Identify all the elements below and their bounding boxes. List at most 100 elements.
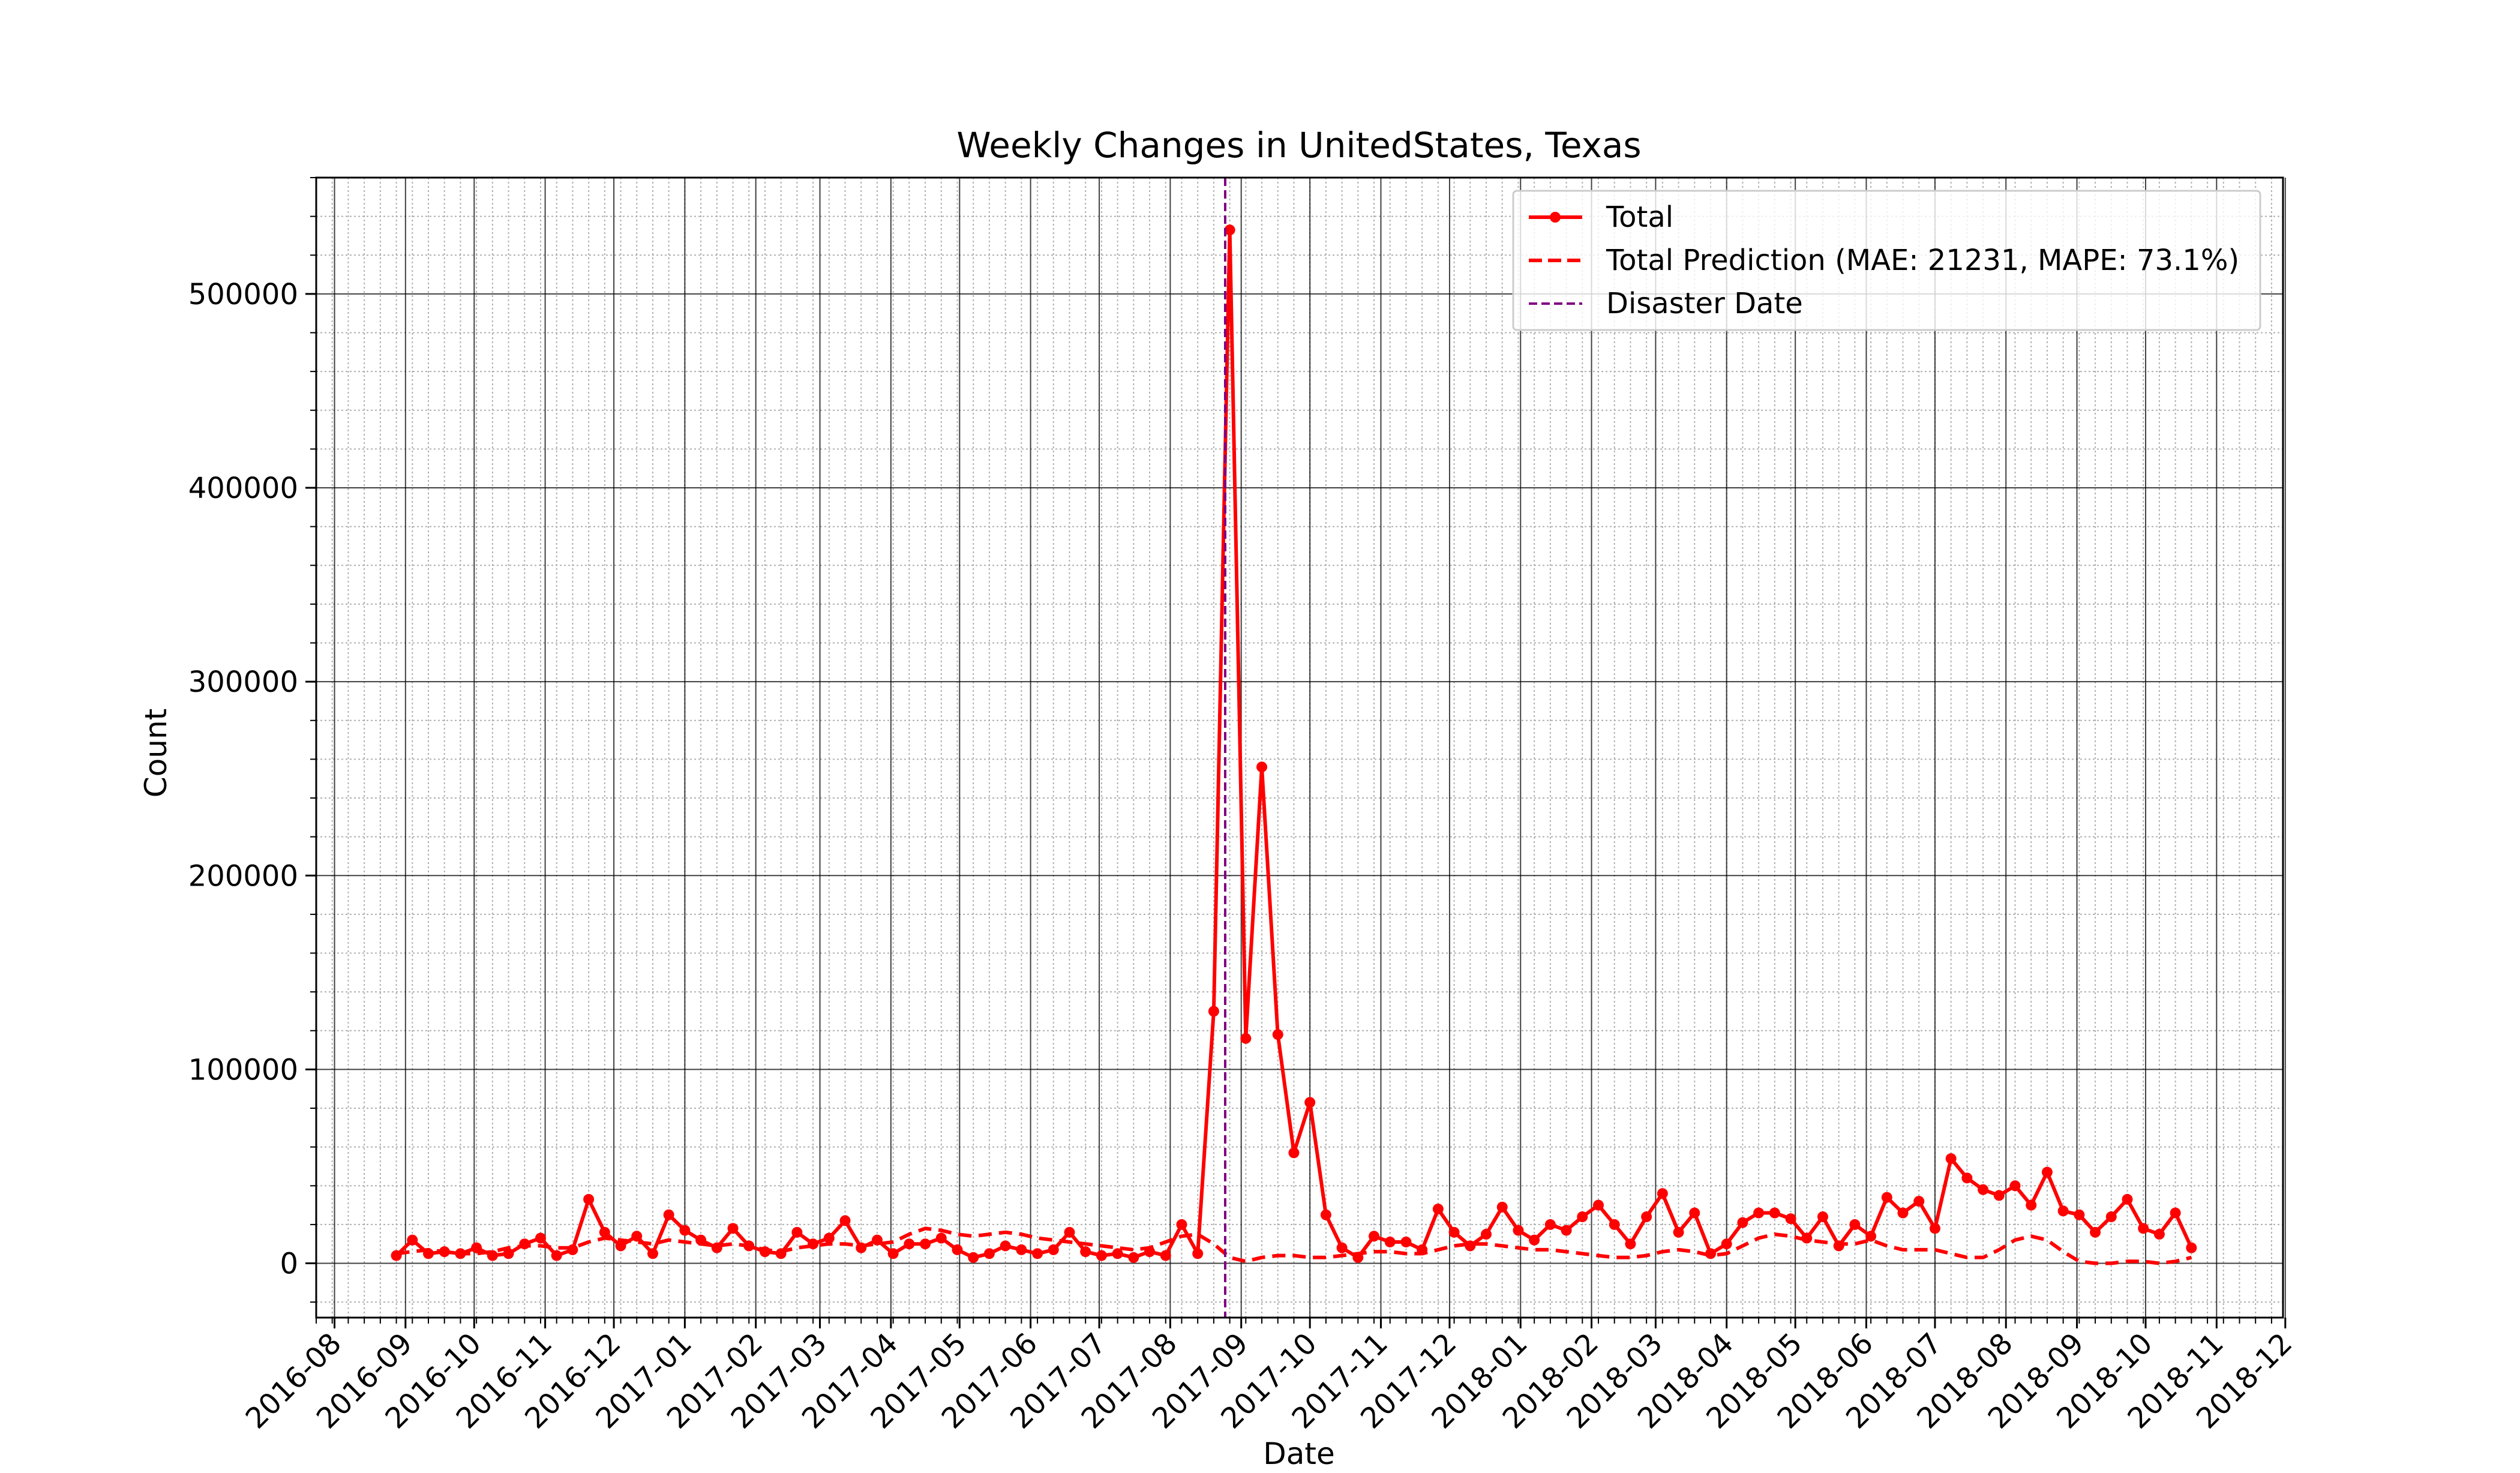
total-data-point — [1817, 1211, 1828, 1222]
y-tick-label: 500000 — [188, 278, 298, 311]
total-data-point — [2090, 1226, 2101, 1238]
x-axis-label: Date — [1263, 1436, 1335, 1470]
total-data-point — [1144, 1246, 1156, 1258]
total-data-point — [1465, 1240, 1476, 1252]
total-data-point — [407, 1234, 418, 1246]
legend-disaster-label: Disaster Date — [1606, 287, 1803, 320]
total-data-point — [775, 1248, 787, 1259]
total-data-point — [1769, 1207, 1780, 1219]
legend: Total Total Prediction (MAE: 21231, MAPE… — [1512, 190, 2261, 331]
total-data-point — [1032, 1248, 1043, 1259]
total-data-point — [1993, 1190, 2005, 1201]
total-data-point — [1016, 1244, 1027, 1255]
total-data-point — [935, 1232, 947, 1244]
total-data-point — [1160, 1250, 1171, 1261]
total-data-point — [1432, 1204, 1444, 1215]
total-data-point — [519, 1238, 530, 1250]
total-data-point — [711, 1242, 722, 1253]
minor-grid — [316, 177, 2283, 1318]
legend-total-marker — [1550, 212, 1561, 223]
total-data-point — [679, 1225, 691, 1236]
total-data-point — [455, 1248, 466, 1259]
total-data-point — [1753, 1207, 1765, 1219]
total-data-point — [1561, 1225, 1572, 1236]
total-data-point — [2105, 1211, 2117, 1222]
total-data-point — [1849, 1219, 1861, 1230]
total-data-point — [1352, 1252, 1364, 1263]
total-data-point — [1208, 1006, 1219, 1017]
total-data-point — [503, 1248, 514, 1259]
total-data-point — [1929, 1223, 1940, 1234]
legend-total-label: Total — [1606, 200, 1673, 234]
total-data-point — [1689, 1207, 1700, 1219]
total-data-point — [1897, 1207, 1909, 1219]
total-data-point — [439, 1246, 450, 1258]
total-data-point — [1048, 1244, 1059, 1255]
total-data-point — [2122, 1193, 2133, 1205]
total-data-point — [968, 1252, 979, 1263]
total-data-point — [1176, 1219, 1187, 1230]
total-data-point — [1224, 224, 1235, 236]
total-data-point — [1256, 761, 1268, 773]
total-data-point — [808, 1238, 819, 1250]
total-data-point — [871, 1234, 883, 1246]
total-data-point — [2009, 1180, 2021, 1192]
total-data-point — [1064, 1226, 1075, 1238]
y-axis-ticks: 0 100000 200000 300000 400000 500000 — [188, 177, 316, 1303]
total-data-point — [583, 1193, 595, 1205]
total-data-point — [1945, 1153, 1957, 1165]
total-data-point — [1417, 1244, 1428, 1255]
total-data-point — [2170, 1207, 2181, 1219]
total-data-point — [615, 1240, 626, 1252]
chart-title: Weekly Changes in UnitedStates, Texas — [956, 125, 1641, 166]
total-data-point — [1513, 1225, 1524, 1236]
y-tick-label: 400000 — [188, 472, 298, 505]
total-data-point — [647, 1248, 658, 1259]
total-data-point — [1336, 1242, 1348, 1253]
total-data-point — [1961, 1172, 1973, 1184]
total-data-point — [1881, 1192, 1892, 1203]
total-data-point — [1801, 1232, 1813, 1244]
y-tick-label: 300000 — [188, 665, 298, 699]
total-data-point — [2041, 1166, 2053, 1178]
total-data-point — [1000, 1240, 1011, 1252]
total-data-point — [1288, 1147, 1300, 1159]
total-data-point — [422, 1248, 434, 1259]
major-grid — [316, 178, 2286, 1318]
total-data-point — [1400, 1236, 1412, 1247]
total-data-point — [1577, 1211, 1588, 1222]
total-data-point — [1272, 1029, 1283, 1040]
y-axis-label: Count — [139, 709, 173, 798]
total-data-point — [1448, 1226, 1460, 1238]
total-data-point — [487, 1250, 498, 1261]
total-data-point — [1096, 1250, 1107, 1261]
total-data-point — [471, 1242, 482, 1253]
total-data-point — [1978, 1184, 1989, 1195]
total-data-point — [1721, 1238, 1732, 1250]
total-data-point — [743, 1240, 755, 1252]
prediction-series-line — [396, 1226, 2192, 1265]
total-data-point — [2057, 1205, 2069, 1217]
total-data-point — [599, 1226, 610, 1238]
series-layer — [391, 178, 2197, 1318]
total-data-point — [983, 1248, 995, 1259]
total-data-point — [391, 1250, 402, 1261]
total-data-point — [791, 1226, 803, 1238]
total-data-point — [1544, 1219, 1556, 1230]
total-data-point — [1529, 1234, 1540, 1246]
legend-box — [1512, 190, 2261, 331]
total-data-point — [663, 1209, 674, 1220]
total-data-point — [2138, 1223, 2149, 1234]
total-data-point — [1673, 1226, 1684, 1238]
total-data-point — [567, 1244, 578, 1255]
total-data-point — [1320, 1209, 1331, 1220]
total-data-point — [1112, 1248, 1123, 1259]
total-data-point — [1080, 1246, 1091, 1258]
total-data-point — [920, 1238, 931, 1250]
total-data-point — [1240, 1033, 1252, 1044]
total-data-point — [1481, 1229, 1492, 1240]
total-data-point — [839, 1215, 851, 1226]
total-data-point — [1304, 1097, 1316, 1108]
